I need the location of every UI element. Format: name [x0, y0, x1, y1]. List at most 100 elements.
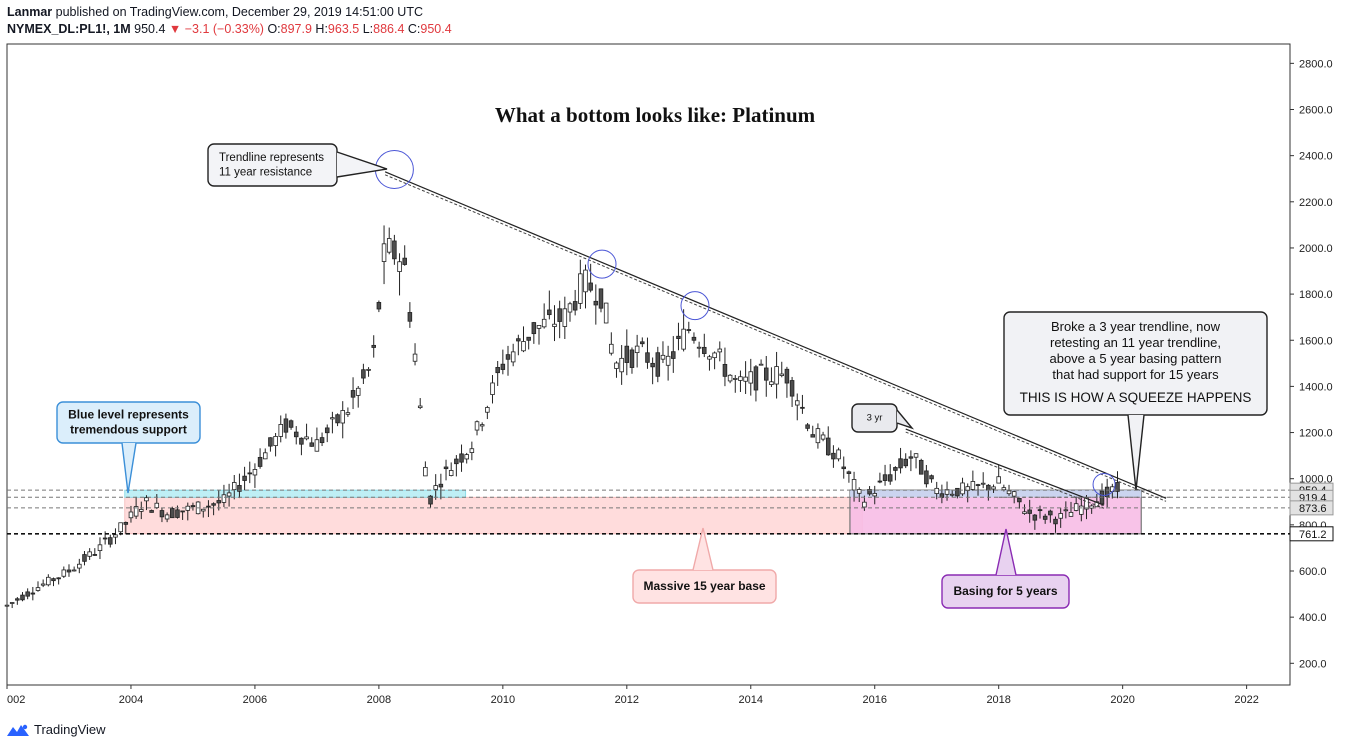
- candle-body: [1053, 518, 1058, 525]
- squeeze-note-text: retesting an 11 year trendline,: [1050, 335, 1221, 350]
- candle-body: [1006, 490, 1012, 495]
- candle-body: [1022, 511, 1027, 514]
- price-tag-text: 761.2: [1299, 529, 1327, 541]
- candle-body: [154, 502, 160, 508]
- candle-body: [206, 505, 211, 508]
- published-text: published on TradingView.com, December 2…: [55, 5, 423, 19]
- candle-body: [211, 503, 216, 506]
- candle-body: [201, 508, 206, 512]
- candle-body: [903, 458, 908, 467]
- price-tag-box: [1289, 526, 1334, 542]
- candle-body: [815, 428, 821, 444]
- candle-body: [381, 243, 387, 262]
- candle-body: [738, 376, 743, 381]
- candle-body: [820, 434, 826, 440]
- candle-body: [485, 407, 490, 413]
- candle-body: [702, 346, 707, 354]
- support-note-text: Blue level represents: [68, 408, 189, 422]
- x-tick-label: 2016: [862, 694, 886, 706]
- close-value: 950.4: [420, 22, 452, 36]
- candle-body: [893, 467, 898, 471]
- x-tick-label: 2006: [243, 694, 267, 706]
- candle-body: [640, 341, 645, 345]
- candle-body: [1104, 486, 1110, 498]
- candle-body: [908, 456, 914, 459]
- candle-body: [1068, 512, 1074, 517]
- touch-circle: [1092, 472, 1116, 496]
- candle-body: [77, 563, 82, 569]
- candle-body: [25, 591, 30, 597]
- y-tick-label: 1600.0: [1299, 335, 1333, 347]
- candle-body: [40, 583, 46, 586]
- candle-body: [887, 474, 893, 482]
- basing-note: Basing for 5 years: [941, 528, 1070, 609]
- candle-body: [536, 325, 542, 329]
- x-tick-label: 2014: [739, 694, 763, 706]
- candle-body: [1073, 503, 1079, 511]
- price-tag-box: [1289, 500, 1334, 516]
- symbol-name: NYMEX_DL:PL1!, 1M: [7, 22, 131, 36]
- candle-body: [319, 437, 325, 444]
- candle-body: [221, 494, 227, 503]
- x-tick-label: 2020: [1110, 694, 1134, 706]
- candle-body: [355, 387, 361, 396]
- candle-body: [1042, 515, 1048, 520]
- candle-body: [495, 367, 500, 374]
- candle-body: [764, 367, 769, 381]
- candle-body: [789, 380, 795, 397]
- candle-body: [464, 454, 469, 460]
- candle-body: [30, 592, 36, 595]
- candle-body: [428, 495, 433, 505]
- three-yr-note-pointer: [896, 409, 915, 430]
- basing-support-band: [849, 490, 1142, 498]
- candle-body: [717, 348, 723, 353]
- squeeze-note-text: Broke a 3 year trendline, now: [1051, 319, 1221, 334]
- candle-body: [918, 459, 924, 475]
- candle-body: [4, 604, 10, 607]
- y-tick-label: 2600.0: [1299, 105, 1333, 117]
- candle-body: [681, 328, 686, 350]
- candle-body: [531, 322, 537, 335]
- candle-body: [139, 509, 144, 512]
- x-tick-label: 002: [7, 694, 25, 706]
- candle-body: [1089, 505, 1094, 509]
- base-note-text: Massive 15 year base: [643, 579, 765, 593]
- high-value: 963.5: [327, 22, 360, 36]
- candle-body: [190, 505, 196, 508]
- y-tick-label: 1400.0: [1299, 381, 1333, 393]
- candle-body: [417, 405, 423, 409]
- candle-body: [991, 486, 996, 490]
- support-note-text: tremendous support: [70, 423, 187, 437]
- candle-body: [645, 352, 650, 363]
- candle-body: [1037, 509, 1043, 512]
- 3-year-trendline: [905, 428, 1105, 506]
- candle-body: [598, 288, 604, 309]
- candle-body: [242, 475, 247, 481]
- candle-body: [810, 434, 816, 438]
- candle-body: [293, 431, 299, 438]
- low-label: L:: [362, 22, 374, 36]
- candle-body: [934, 487, 939, 494]
- candle-body: [996, 476, 1001, 484]
- candle-body: [237, 485, 242, 492]
- candle-body: [232, 482, 237, 490]
- candle-body: [1115, 482, 1120, 492]
- close-label: C:: [407, 22, 421, 36]
- candle-body: [572, 301, 578, 311]
- candle-body: [113, 534, 118, 538]
- candle-body: [15, 598, 20, 601]
- candle-body: [614, 362, 619, 369]
- candle-body: [862, 501, 867, 508]
- three-yr-note: 3 yr: [851, 403, 915, 433]
- price-change: −3.1 (−0.33%): [184, 22, 264, 36]
- trendline-note-text: Trendline represents: [219, 152, 324, 164]
- candle-body: [35, 587, 41, 591]
- x-tick-label: 2010: [491, 694, 515, 706]
- candle-body: [386, 238, 392, 253]
- 3-year-trendline-offset: [905, 431, 1105, 509]
- candle-body: [841, 466, 846, 470]
- candle-body: [118, 522, 123, 533]
- candle-body: [288, 420, 294, 428]
